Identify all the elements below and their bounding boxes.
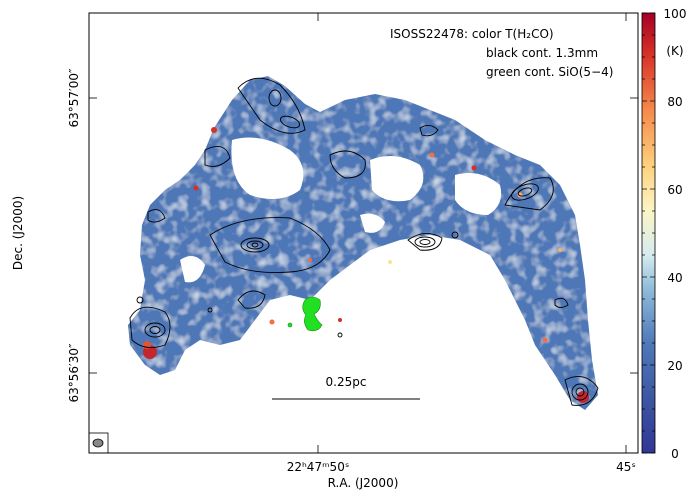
beam-ellipse: [92, 438, 104, 448]
annotation-line-1: ISOSS22478: color T(H₂CO): [390, 27, 554, 41]
beam-box: [88, 432, 109, 454]
y-tick-label-1: 63°57′00″: [67, 68, 81, 128]
masked-holes: [180, 137, 502, 283]
x-axis-title: R.A. (J2000): [328, 476, 399, 490]
x-tick-label-2: 45ˢ: [616, 460, 636, 474]
colorbar-tick-label: 20: [667, 359, 682, 373]
frame-ticks: [89, 13, 638, 453]
x-tick-label-1: 22ʰ47ᵐ50ˢ: [287, 460, 350, 474]
colorbar-tick-label: 60: [667, 183, 682, 197]
sio-emission: [287, 296, 323, 332]
temperature-map: [128, 76, 598, 410]
hot-spots: [143, 127, 589, 403]
colorbar-unit-label: (K): [666, 44, 683, 58]
continuum-contours: [129, 77, 599, 406]
colorbar-tick-label: 100: [664, 7, 687, 21]
y-axis-title: Dec. (J2000): [11, 196, 25, 270]
colorbar-ticks: 0 20 40 60 80 100: [642, 7, 686, 461]
y-tick-label-2: 63°56′30″: [67, 343, 81, 403]
annotation-line-2: black cont. 1.3mm: [486, 46, 598, 60]
annotation-line-3: green cont. SiO(5−4): [486, 65, 613, 79]
colorbar-tick-label: 0: [671, 447, 679, 461]
colorbar-tick-label: 40: [667, 271, 682, 285]
colorbar-tick-label: 80: [667, 95, 682, 109]
scale-bar-label: 0.25pc: [326, 375, 367, 389]
